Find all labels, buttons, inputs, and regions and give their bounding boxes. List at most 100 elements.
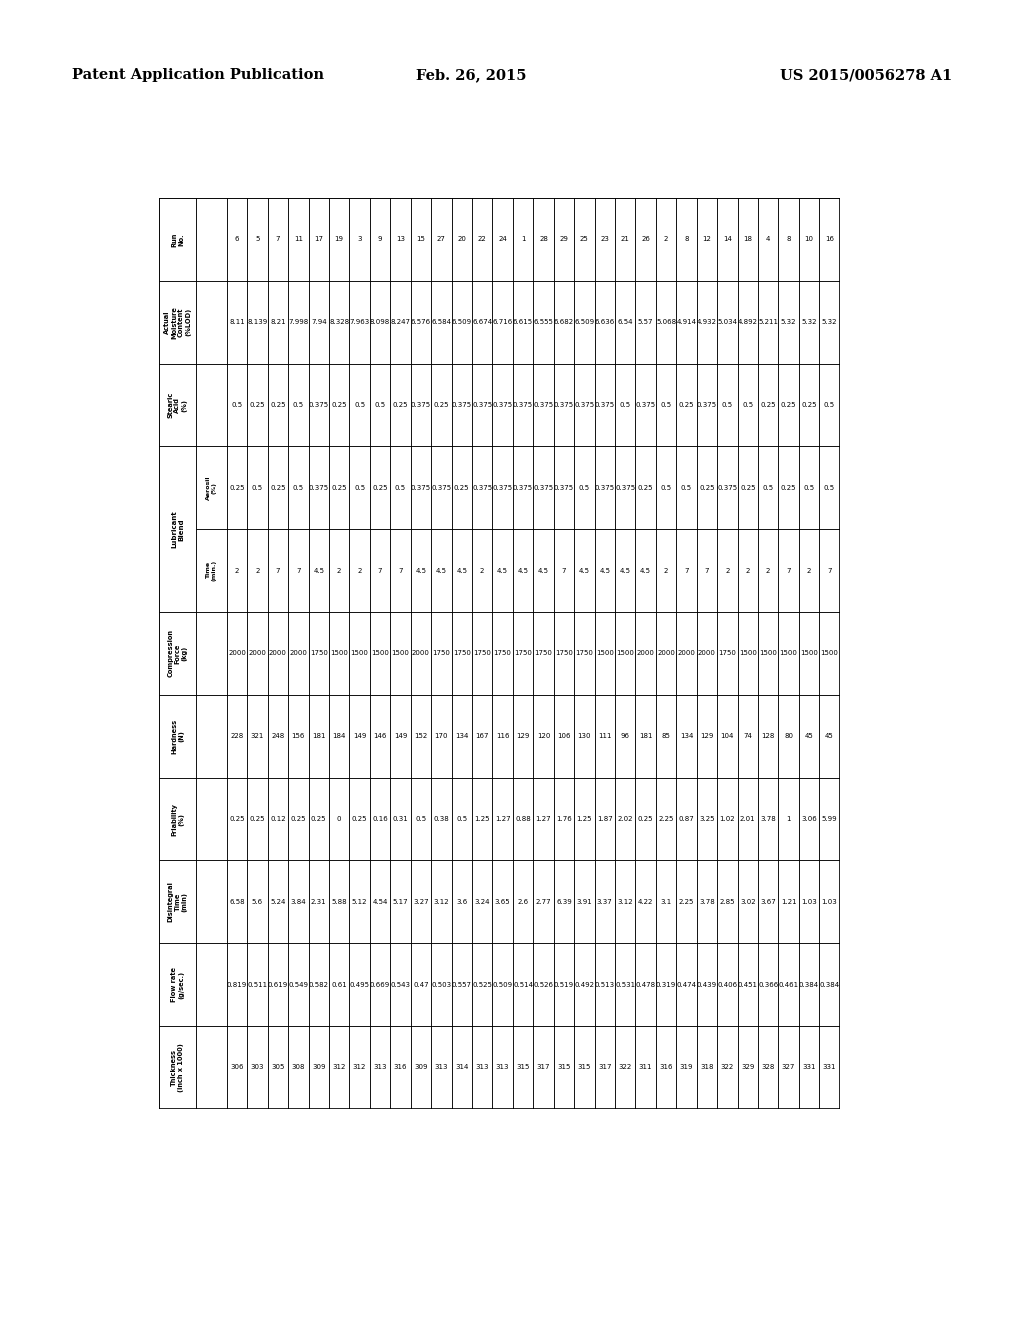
Bar xyxy=(655,446,676,529)
Bar xyxy=(696,529,717,612)
Text: 19: 19 xyxy=(335,236,344,243)
Bar xyxy=(799,777,819,861)
Bar xyxy=(635,944,655,1026)
Text: 6.716: 6.716 xyxy=(493,319,513,325)
Text: 3.24: 3.24 xyxy=(474,899,489,904)
Text: 0.5: 0.5 xyxy=(579,484,590,491)
Text: 5.32: 5.32 xyxy=(821,319,838,325)
Text: 170: 170 xyxy=(434,733,449,739)
Text: Stearic
Acid
(%): Stearic Acid (%) xyxy=(168,392,187,418)
Bar xyxy=(778,694,799,777)
Bar xyxy=(615,612,635,694)
Text: 331: 331 xyxy=(822,1064,837,1071)
Text: 1500: 1500 xyxy=(800,651,818,656)
Text: 0.375: 0.375 xyxy=(308,403,329,408)
Bar xyxy=(554,1026,574,1109)
Bar xyxy=(513,944,534,1026)
Text: 5.034: 5.034 xyxy=(718,319,737,325)
Bar xyxy=(227,281,247,363)
Text: 0.25: 0.25 xyxy=(740,484,756,491)
Text: 0.5: 0.5 xyxy=(681,484,692,491)
Bar xyxy=(758,281,778,363)
Bar xyxy=(554,861,574,944)
Text: 313: 313 xyxy=(475,1064,488,1071)
Bar xyxy=(554,777,574,861)
Bar xyxy=(370,529,390,612)
Bar xyxy=(799,529,819,612)
Text: 0.543: 0.543 xyxy=(390,982,411,987)
Bar xyxy=(819,612,840,694)
Text: 14: 14 xyxy=(723,236,732,243)
Bar xyxy=(411,944,431,1026)
Text: 0.5: 0.5 xyxy=(660,484,672,491)
Bar xyxy=(159,612,197,694)
Text: 1.21: 1.21 xyxy=(780,899,797,904)
Bar xyxy=(819,944,840,1026)
Text: 4.5: 4.5 xyxy=(620,568,631,574)
Text: 3.78: 3.78 xyxy=(699,899,715,904)
Text: 4.5: 4.5 xyxy=(416,568,426,574)
Bar xyxy=(696,198,717,281)
Bar xyxy=(247,1026,267,1109)
Bar xyxy=(308,777,329,861)
Text: 0.25: 0.25 xyxy=(352,816,368,822)
Bar xyxy=(431,694,452,777)
Text: 1.87: 1.87 xyxy=(597,816,612,822)
Text: 0.384: 0.384 xyxy=(819,982,840,987)
Bar xyxy=(159,1026,197,1109)
Bar xyxy=(737,861,758,944)
Text: 2.01: 2.01 xyxy=(740,816,756,822)
Bar xyxy=(227,944,247,1026)
Bar xyxy=(472,446,493,529)
Bar xyxy=(615,694,635,777)
Text: 2: 2 xyxy=(357,568,361,574)
Bar xyxy=(534,198,554,281)
Text: 0.25: 0.25 xyxy=(270,484,286,491)
Text: 311: 311 xyxy=(639,1064,652,1071)
Bar xyxy=(267,363,288,446)
Bar xyxy=(349,777,370,861)
Text: 0.5: 0.5 xyxy=(354,403,366,408)
Text: 80: 80 xyxy=(784,733,794,739)
Bar xyxy=(431,1026,452,1109)
Text: 2.6: 2.6 xyxy=(517,899,528,904)
Bar xyxy=(676,861,696,944)
Bar xyxy=(737,944,758,1026)
Text: 0.375: 0.375 xyxy=(493,403,513,408)
Text: 1750: 1750 xyxy=(310,651,328,656)
Text: 2: 2 xyxy=(664,236,669,243)
Text: 0.5: 0.5 xyxy=(620,403,631,408)
Bar xyxy=(267,198,288,281)
Bar xyxy=(472,529,493,612)
Text: 0.47: 0.47 xyxy=(413,982,429,987)
Text: 6.54: 6.54 xyxy=(617,319,633,325)
Text: 4.5: 4.5 xyxy=(599,568,610,574)
Bar xyxy=(329,1026,349,1109)
Bar xyxy=(799,363,819,446)
Bar xyxy=(554,363,574,446)
Text: 1.03: 1.03 xyxy=(801,899,817,904)
Bar xyxy=(717,777,737,861)
Text: 0.478: 0.478 xyxy=(636,982,655,987)
Bar xyxy=(197,861,227,944)
Bar xyxy=(534,281,554,363)
Text: 0.511: 0.511 xyxy=(248,982,267,987)
Bar xyxy=(513,612,534,694)
Bar xyxy=(534,446,554,529)
Text: 116: 116 xyxy=(496,733,509,739)
Bar xyxy=(493,363,513,446)
Bar xyxy=(778,529,799,612)
Bar xyxy=(390,694,411,777)
Text: 45: 45 xyxy=(805,733,813,739)
Text: 1500: 1500 xyxy=(391,651,410,656)
Bar xyxy=(159,281,197,363)
Bar xyxy=(390,612,411,694)
Bar xyxy=(778,198,799,281)
Text: 2000: 2000 xyxy=(412,651,430,656)
Bar xyxy=(411,612,431,694)
Text: 7: 7 xyxy=(275,236,281,243)
Text: Run
No.: Run No. xyxy=(171,232,184,247)
Text: 0.5: 0.5 xyxy=(395,484,407,491)
Bar xyxy=(696,777,717,861)
Bar xyxy=(390,529,411,612)
